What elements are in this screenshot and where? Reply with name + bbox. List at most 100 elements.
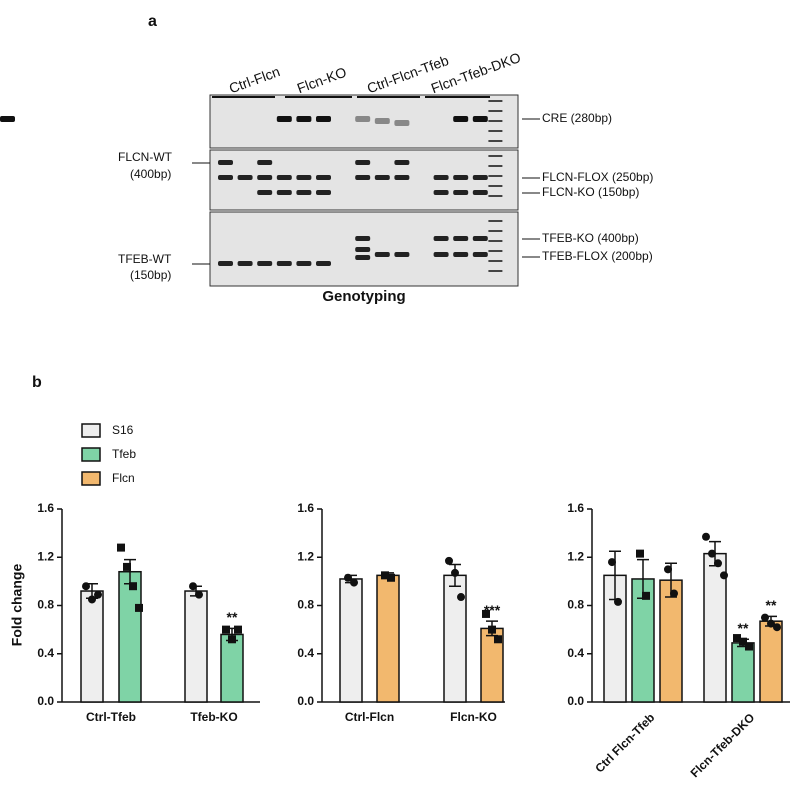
caption: Genotyping bbox=[322, 288, 405, 305]
gel-band bbox=[218, 175, 233, 180]
x-tick-label: Flcn-Tfeb-DKO bbox=[688, 710, 758, 780]
data-point bbox=[614, 597, 622, 606]
ladder-band bbox=[488, 250, 503, 252]
gel-band bbox=[472, 252, 488, 257]
data-point bbox=[608, 558, 616, 567]
gel-band bbox=[355, 247, 371, 252]
ladder-band bbox=[488, 230, 503, 232]
bar bbox=[118, 570, 142, 703]
data-point bbox=[636, 549, 644, 558]
y-tick-label: 1.2 bbox=[37, 549, 54, 563]
ladder-band bbox=[488, 195, 503, 197]
y-axis-label: Fold change bbox=[9, 564, 25, 647]
ladder-band bbox=[488, 130, 503, 132]
gel-band bbox=[257, 160, 273, 165]
x-tick-label: Flcn-KO bbox=[450, 710, 497, 724]
y-tick-label: 1.2 bbox=[567, 549, 584, 563]
bar bbox=[659, 579, 683, 703]
gel-band bbox=[453, 252, 469, 257]
marker-lines bbox=[192, 118, 540, 265]
ladder-band bbox=[488, 120, 503, 122]
bar bbox=[759, 620, 783, 703]
data-point bbox=[129, 582, 137, 591]
y-tick-label: 0.4 bbox=[297, 646, 314, 660]
data-point bbox=[123, 562, 131, 571]
y-tick-label: 0.0 bbox=[567, 694, 584, 708]
ladder-band bbox=[488, 140, 503, 142]
panel-label: a bbox=[148, 13, 157, 30]
gel-band bbox=[453, 236, 469, 241]
gel-band bbox=[355, 116, 371, 122]
legend-swatch bbox=[81, 423, 101, 438]
bar bbox=[339, 578, 363, 703]
gel-band bbox=[276, 116, 292, 122]
gel-band bbox=[237, 261, 253, 266]
ladder-band bbox=[488, 220, 503, 222]
ladder-band bbox=[488, 240, 503, 242]
data-point bbox=[445, 556, 453, 565]
data-point bbox=[117, 543, 125, 552]
legend-swatch bbox=[81, 447, 101, 462]
ladder-band bbox=[488, 270, 503, 272]
gel-band bbox=[433, 236, 449, 241]
ladder-band bbox=[488, 185, 503, 187]
band-label: TFEB-WT bbox=[118, 252, 172, 266]
data-point bbox=[344, 573, 352, 582]
data-point bbox=[94, 590, 102, 599]
x-tick-label: Tfeb-KO bbox=[190, 710, 237, 724]
data-point bbox=[457, 593, 465, 602]
y-tick-label: 0.0 bbox=[37, 694, 54, 708]
gel-band bbox=[316, 116, 331, 122]
ladder-band bbox=[488, 100, 503, 102]
gel-band bbox=[355, 175, 371, 180]
data-point bbox=[761, 613, 769, 622]
gel-band bbox=[433, 190, 449, 195]
gel-band bbox=[453, 190, 469, 195]
gel-band bbox=[355, 160, 371, 165]
legend-label: Flcn bbox=[112, 471, 135, 485]
gel-band bbox=[472, 236, 488, 241]
y-tick-label: 0.4 bbox=[37, 646, 54, 660]
gel-band bbox=[316, 261, 331, 266]
gel-band bbox=[218, 261, 233, 266]
gel-band bbox=[276, 261, 292, 266]
data-point bbox=[670, 589, 678, 598]
data-point bbox=[451, 568, 459, 577]
gel-band bbox=[296, 175, 312, 180]
gel-band bbox=[472, 116, 488, 122]
y-tick-label: 1.6 bbox=[37, 501, 54, 515]
data-point bbox=[708, 549, 716, 558]
data-point bbox=[733, 634, 741, 643]
y-tick-label: 1.2 bbox=[297, 549, 314, 563]
ladder-band bbox=[488, 155, 503, 157]
band-label: FLCN-KO (150bp) bbox=[542, 185, 639, 199]
gel-band bbox=[296, 116, 312, 122]
data-point bbox=[88, 595, 96, 604]
data-point bbox=[714, 559, 722, 568]
data-point bbox=[488, 625, 496, 634]
bar bbox=[220, 633, 244, 703]
significance: *** bbox=[484, 602, 501, 618]
band-label: (150bp) bbox=[130, 268, 171, 282]
y-tick-label: 1.6 bbox=[567, 501, 584, 515]
gel-band bbox=[433, 252, 449, 257]
bar bbox=[376, 574, 400, 703]
data-point bbox=[135, 603, 143, 612]
data-point bbox=[381, 571, 389, 580]
gel-band bbox=[0, 116, 15, 122]
gel-band bbox=[453, 175, 469, 180]
y-tick-label: 0.8 bbox=[37, 598, 54, 612]
band-label: FLCN-WT bbox=[118, 150, 173, 164]
data-point bbox=[720, 571, 728, 580]
gel-band bbox=[257, 175, 273, 180]
data-point bbox=[482, 609, 490, 618]
gel-band bbox=[316, 175, 331, 180]
data-point bbox=[494, 635, 502, 644]
gel-band bbox=[257, 261, 273, 266]
data-point bbox=[767, 619, 775, 628]
bar bbox=[731, 642, 755, 703]
gel-band bbox=[374, 252, 390, 257]
y-tick-label: 1.6 bbox=[297, 501, 314, 515]
ladder-band bbox=[488, 175, 503, 177]
